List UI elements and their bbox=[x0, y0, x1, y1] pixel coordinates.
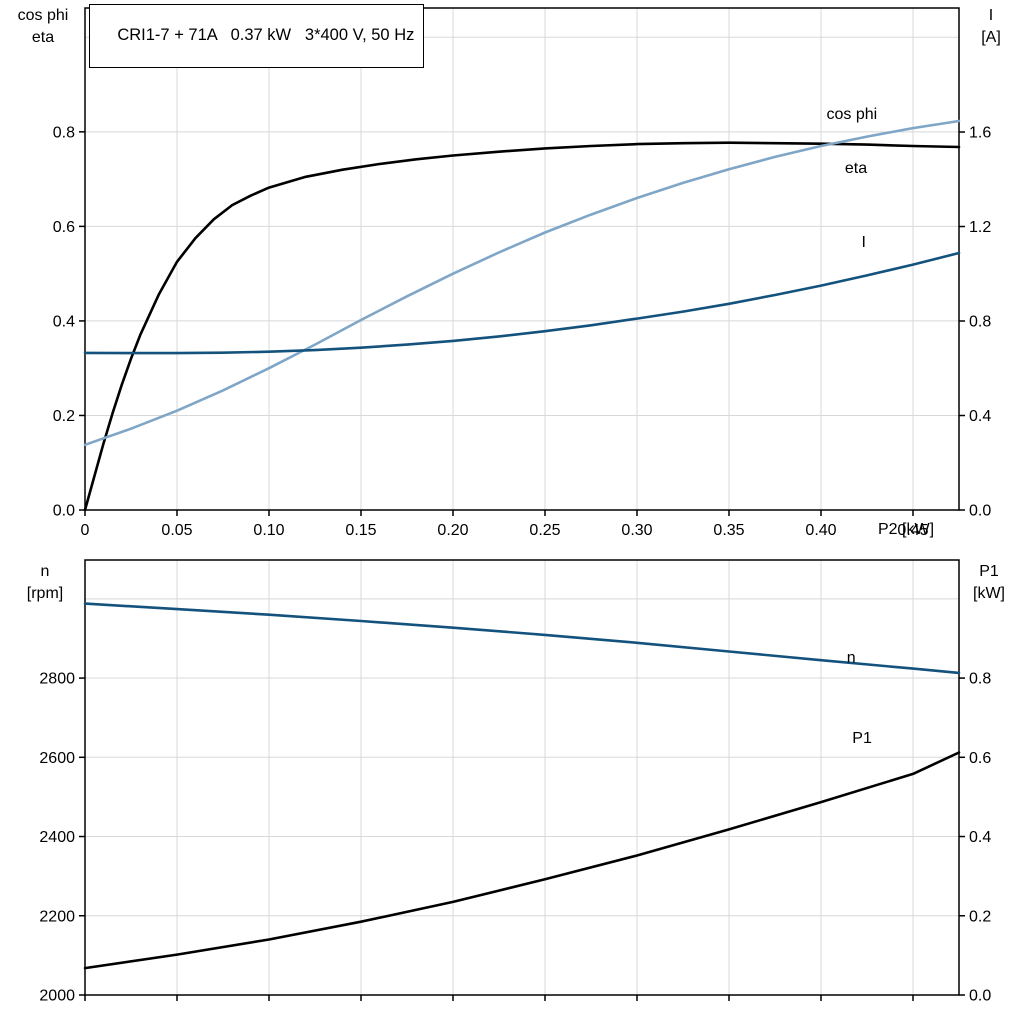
right-tick-label: 0.8 bbox=[969, 314, 991, 331]
left-tick-label: 0.4 bbox=[53, 313, 75, 330]
series-curve-I bbox=[83, 251, 961, 355]
series-curve-n bbox=[83, 602, 961, 675]
chart-title-box: CRI1-7 + 71A 0.37 kW 3*400 V, 50 Hz bbox=[89, 4, 425, 68]
top-left-axis-label: cos phi eta bbox=[4, 5, 82, 49]
right-tick-label: 0.4 bbox=[969, 408, 991, 425]
x-tick-label: 0.20 bbox=[437, 522, 468, 539]
chart-top: 0 0.05 0.10 0.15 0.20 0.25 0.30 0.35 0.40 0.45 0.0… bbox=[53, 7, 991, 539]
left-tick-label: 2400 bbox=[39, 829, 75, 846]
chart-title: CRI1-7 + 71A 0.37 kW 3*400 V, 50 Hz bbox=[117, 26, 415, 44]
axis-label-current-unit: [A] bbox=[981, 29, 1001, 46]
right-tick-label: 0.0 bbox=[969, 503, 991, 520]
x-tick-label: 0.35 bbox=[713, 522, 744, 539]
series-curve-P1 bbox=[83, 751, 961, 970]
series-curve-eta bbox=[83, 141, 961, 512]
x-tick-label: 0.10 bbox=[253, 522, 284, 539]
series-label-I: I bbox=[861, 234, 865, 251]
x-tick-label: 0.15 bbox=[345, 522, 376, 539]
plot-frame bbox=[84, 7, 960, 511]
left-tick-label: 2600 bbox=[39, 750, 75, 767]
x-tick-label: 0.40 bbox=[805, 522, 836, 539]
right-tick-label: 0.6 bbox=[969, 750, 991, 767]
series-curve-cos-phi bbox=[83, 119, 961, 447]
top-right-axis-label: I [A] bbox=[962, 5, 1020, 49]
bottom-right-axis-label: P1 [kW] bbox=[958, 561, 1020, 605]
left-tick-label: 0.8 bbox=[53, 124, 75, 141]
left-tick-label: 0.0 bbox=[53, 503, 75, 520]
right-tick-label: 0.8 bbox=[969, 671, 991, 688]
right-tick-label: 0.4 bbox=[969, 829, 991, 846]
x-tick-label: 0.25 bbox=[529, 522, 560, 539]
plot-frame bbox=[84, 559, 960, 996]
x-tick-label: 0 bbox=[81, 522, 90, 539]
x-axis-label: P2 [kW] bbox=[878, 521, 934, 539]
left-tick-label: 0.2 bbox=[53, 408, 75, 425]
left-tick-label: 0.6 bbox=[53, 219, 75, 236]
axis-label-eta: eta bbox=[31, 29, 55, 46]
series-label-eta: eta bbox=[845, 160, 867, 177]
x-axis-label-text: P2 [kW] bbox=[878, 521, 935, 538]
series-label-n: n bbox=[847, 649, 856, 666]
axis-label-speed: n bbox=[40, 563, 50, 580]
series-label-P1: P1 bbox=[852, 730, 872, 747]
x-tick-label: 0.05 bbox=[161, 522, 192, 539]
chart-bottom: 2000 2200 2400 2600 2800 0.0 0.2 0.4 0.6 0.8 n P1 bbox=[39, 559, 991, 1005]
left-tick-label: 2800 bbox=[39, 671, 75, 688]
axis-label-p1: P1 bbox=[979, 563, 999, 580]
axis-label-cos-phi: cos phi bbox=[17, 7, 69, 24]
right-tick-label: 1.6 bbox=[969, 125, 991, 142]
right-tick-label: 1.2 bbox=[969, 219, 991, 236]
x-tick-label: 0.45 bbox=[897, 522, 928, 539]
left-tick-label: 2200 bbox=[39, 908, 75, 925]
bottom-left-axis-label: n [rpm] bbox=[8, 561, 82, 605]
right-tick-label: 0.0 bbox=[969, 988, 991, 1005]
series-label-cos-phi: cos phi bbox=[827, 106, 878, 123]
axis-label-p1-unit: [kW] bbox=[973, 585, 1005, 602]
left-tick-label: 2000 bbox=[39, 988, 75, 1005]
axis-label-speed-unit: [rpm] bbox=[26, 585, 64, 602]
right-tick-label: 0.2 bbox=[969, 908, 991, 925]
axis-label-current: I bbox=[988, 7, 994, 24]
x-tick-label: 0.30 bbox=[621, 522, 652, 539]
